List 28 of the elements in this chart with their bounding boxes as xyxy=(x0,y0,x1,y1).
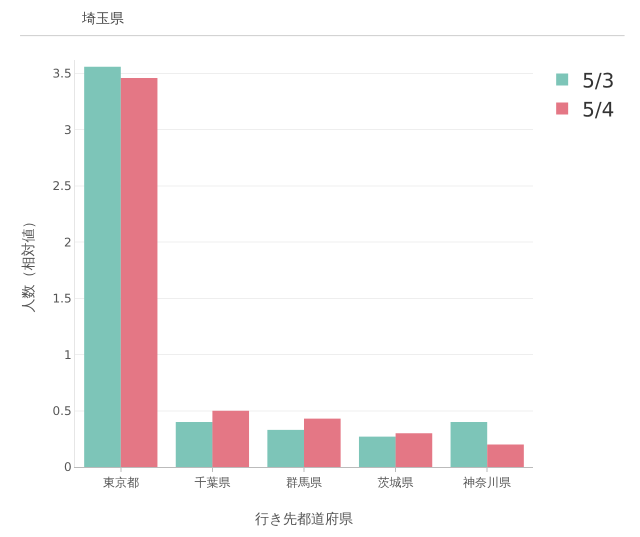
bar xyxy=(450,422,488,467)
y-tick-label: 0 xyxy=(64,460,72,474)
bar xyxy=(120,78,158,467)
x-tick-label: 群馬県 xyxy=(286,475,322,490)
bar xyxy=(487,444,524,467)
bar xyxy=(267,430,304,467)
legend-label: 5/4 xyxy=(582,97,614,122)
x-axis-title: 行き先都道府県 xyxy=(255,512,353,528)
bar xyxy=(396,433,432,467)
legend-label: 5/3 xyxy=(582,68,614,92)
bar xyxy=(176,422,212,467)
bar xyxy=(84,66,121,467)
y-tick-label: 2.5 xyxy=(52,179,72,194)
bar xyxy=(304,418,341,467)
chart-title: 埼玉県 xyxy=(80,11,124,28)
bar xyxy=(358,436,396,467)
y-tick-label: 0.5 xyxy=(52,404,72,418)
x-tick-label: 東京都 xyxy=(102,475,139,490)
x-tick-label: 茨城県 xyxy=(378,475,414,490)
x-tick-label: 神奈川県 xyxy=(463,475,512,490)
x-tick-label: 千葉県 xyxy=(194,475,230,490)
y-tick-label: 2 xyxy=(64,235,72,250)
y-tick-label: 3 xyxy=(64,122,72,137)
bar xyxy=(212,410,250,467)
y-tick-label: 1 xyxy=(64,348,72,362)
y-tick-label: 1.5 xyxy=(52,292,72,306)
y-tick-label: 3.5 xyxy=(52,66,72,81)
y-axis-title: 人数（相対値） xyxy=(21,214,38,312)
